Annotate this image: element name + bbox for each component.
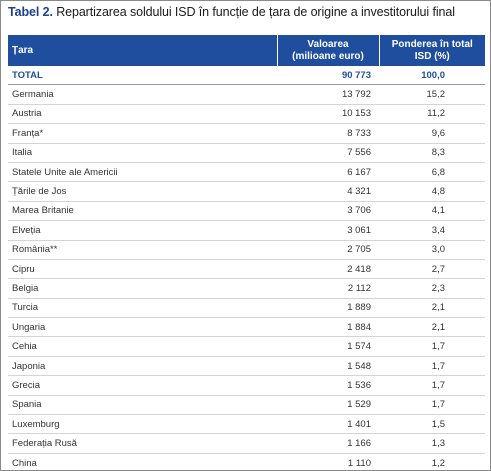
table-row: Cehia 1 574 1,7 xyxy=(8,336,485,357)
table-row: Statele Unite ale Americii 6 167 6,8 xyxy=(8,162,485,183)
share-cell: 2,1 xyxy=(379,317,485,338)
table-row: China 1 110 1,2 xyxy=(8,453,485,470)
table-row: Ungaria 1 884 2,1 xyxy=(8,317,485,338)
country-cell: Belgia xyxy=(8,278,277,299)
share-cell: 1,3 xyxy=(379,433,485,454)
table-number-label: Tabel 2. xyxy=(8,5,53,19)
value-cell: 3 706 xyxy=(277,201,379,222)
share-cell: 1,7 xyxy=(379,395,485,416)
header-country: Țara xyxy=(8,35,277,66)
table-row: Germania 13 792 15,2 xyxy=(8,84,485,105)
value-cell: 1 548 xyxy=(277,356,379,377)
table-row: România** 2 705 3,0 xyxy=(8,240,485,260)
table-row: Turcia 1 889 2,1 xyxy=(8,298,485,319)
table-row: Cipru 2 418 2,7 xyxy=(8,259,485,280)
country-cell: Cehia xyxy=(8,336,277,357)
value-cell: 1 401 xyxy=(277,414,379,435)
value-cell: 13 792 xyxy=(277,84,379,105)
share-cell: 9,6 xyxy=(379,123,485,144)
table-row: Franța* 8 733 9,6 xyxy=(8,123,485,144)
share-cell: 3,0 xyxy=(379,240,485,260)
value-cell: 6 167 xyxy=(277,162,379,183)
share-cell: 2,7 xyxy=(379,259,485,280)
header-share: Ponderea în total ISD (%) xyxy=(379,35,485,66)
header-share-line2: ISD (%) xyxy=(414,50,450,62)
isd-table: Țara Valoarea (milioane euro) Ponderea în… xyxy=(8,35,485,470)
header-value: Valoarea (milioane euro) xyxy=(276,35,380,66)
table-row: Austria 10 153 11,2 xyxy=(8,104,485,125)
country-cell: Statele Unite ale Americii xyxy=(8,162,277,183)
value-cell: 3 061 xyxy=(277,220,379,241)
table-row: Luxemburg 1 401 1,5 xyxy=(8,414,485,435)
country-cell: Austria xyxy=(8,104,277,125)
share-cell: 1,7 xyxy=(379,356,485,377)
value-cell: 1 889 xyxy=(277,298,379,319)
value-cell: 1 529 xyxy=(277,395,379,416)
value-cell: 1 574 xyxy=(277,336,379,357)
country-cell: China xyxy=(8,453,277,470)
country-cell: Ungaria xyxy=(8,317,277,338)
share-cell: 2,1 xyxy=(379,298,485,319)
share-cell: 1,7 xyxy=(379,375,485,396)
header-row: Țara Valoarea (milioane euro) Ponderea în… xyxy=(8,35,485,66)
header-share-line1: Ponderea în total xyxy=(391,38,473,50)
table-row: Belgia 2 112 2,3 xyxy=(8,278,485,299)
share-cell: 2,3 xyxy=(379,278,485,299)
value-cell: 1 166 xyxy=(277,433,379,454)
share-cell: 6,8 xyxy=(379,162,485,183)
share-cell: 8,3 xyxy=(379,143,485,163)
total-label: TOTAL xyxy=(8,66,277,86)
share-cell: 1,2 xyxy=(379,453,485,470)
country-cell: Marea Britanie xyxy=(8,201,277,222)
share-cell: 1,5 xyxy=(379,414,485,435)
share-cell: 4,8 xyxy=(379,181,485,202)
table-row: Grecia 1 536 1,7 xyxy=(8,375,485,396)
share-cell: 4,1 xyxy=(379,201,485,222)
country-cell: Germania xyxy=(8,84,277,105)
value-cell: 2 705 xyxy=(277,240,379,260)
share-cell: 3,4 xyxy=(379,220,485,241)
table-row: Elveția 3 061 3,4 xyxy=(8,220,485,241)
table-row: Italia 7 556 8,3 xyxy=(8,143,485,163)
value-cell: 1 884 xyxy=(277,317,379,338)
country-cell: Spania xyxy=(8,395,277,416)
country-cell: Grecia xyxy=(8,375,277,396)
total-row: TOTAL 90 773 100,0 xyxy=(8,66,485,86)
share-cell: 15,2 xyxy=(379,84,485,105)
table-row: Federația Rusă 1 166 1,3 xyxy=(8,433,485,454)
table-row: Japonia 1 548 1,7 xyxy=(8,356,485,377)
value-cell: 8 733 xyxy=(277,123,379,144)
header-value-line2: (milioane euro) xyxy=(292,50,364,62)
country-cell: Franța* xyxy=(8,123,277,144)
country-cell: Federația Rusă xyxy=(8,433,277,454)
share-cell: 1,7 xyxy=(379,336,485,357)
country-cell: Țările de Jos xyxy=(8,181,277,202)
country-cell: România** xyxy=(8,240,277,260)
value-cell: 2 418 xyxy=(277,259,379,280)
country-cell: Italia xyxy=(8,143,277,163)
table-body: TOTAL 90 773 100,0 Germania 13 792 15,2 Aus… xyxy=(8,66,485,470)
total-value: 90 773 xyxy=(277,66,379,86)
header-value-line1: Valoarea xyxy=(307,38,349,50)
table-row: Spania 1 529 1,7 xyxy=(8,395,485,416)
value-cell: 1 110 xyxy=(277,453,379,470)
table-title: Tabel 2. Repartizarea soldului ISD în fu… xyxy=(8,5,455,19)
value-cell: 4 321 xyxy=(277,181,379,202)
total-share: 100,0 xyxy=(379,66,485,86)
country-cell: Luxemburg xyxy=(8,414,277,435)
country-cell: Cipru xyxy=(8,259,277,280)
country-cell: Japonia xyxy=(8,356,277,377)
country-cell: Turcia xyxy=(8,298,277,319)
share-cell: 11,2 xyxy=(379,104,485,125)
value-cell: 10 153 xyxy=(277,104,379,125)
country-cell: Elveția xyxy=(8,220,277,241)
value-cell: 7 556 xyxy=(277,143,379,163)
table-row: Țările de Jos 4 321 4,8 xyxy=(8,181,485,202)
table-row: Marea Britanie 3 706 4,1 xyxy=(8,201,485,222)
value-cell: 1 536 xyxy=(277,375,379,396)
value-cell: 2 112 xyxy=(277,278,379,299)
table-title-text: Repartizarea soldului ISD în funcție de … xyxy=(52,5,455,19)
